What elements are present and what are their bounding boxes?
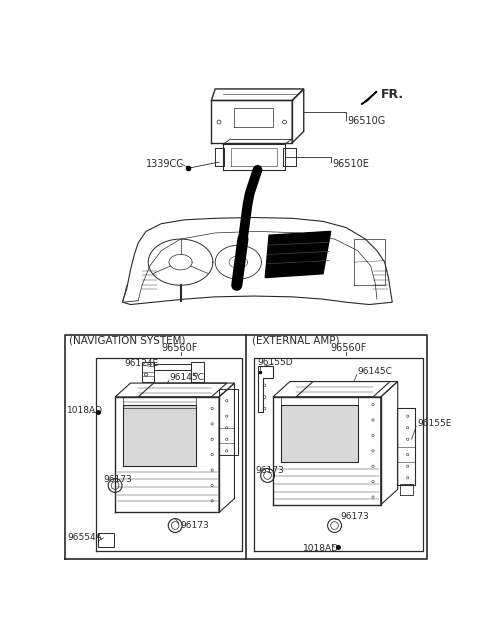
Text: 1339CC: 1339CC [146,159,184,169]
Text: 96155D: 96155D [258,358,293,367]
Text: 96124E: 96124E [124,360,158,368]
Bar [123,404,196,466]
Text: 96145C: 96145C [358,367,393,376]
Text: 96554A: 96554A [67,533,102,542]
Text: 96173: 96173 [180,521,209,530]
Text: 96155E: 96155E [417,420,451,428]
Text: 96173: 96173 [341,512,370,521]
Text: 96145C: 96145C [169,373,204,382]
Text: 1018AD: 1018AD [303,544,339,553]
Text: (NAVIGATION SYSTEM): (NAVIGATION SYSTEM) [69,336,185,346]
Bar [281,404,358,463]
Text: 1018AD: 1018AD [67,406,103,415]
Text: 96510G: 96510G [348,116,386,126]
Text: 96560F: 96560F [161,343,198,353]
Text: 96173: 96173 [255,466,284,475]
Polygon shape [361,91,377,104]
Text: 96560F: 96560F [331,343,367,353]
Text: 96173: 96173 [104,475,132,484]
Text: (EXTERNAL AMP): (EXTERNAL AMP) [252,336,340,346]
Text: FR.: FR. [381,88,404,101]
Polygon shape [265,231,331,277]
Text: 96510E: 96510E [332,159,369,169]
